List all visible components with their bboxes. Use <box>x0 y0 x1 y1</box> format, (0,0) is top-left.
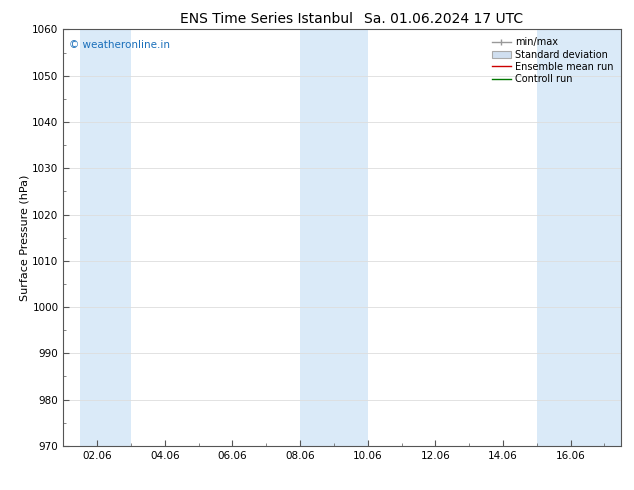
Text: Sa. 01.06.2024 17 UTC: Sa. 01.06.2024 17 UTC <box>365 12 523 26</box>
Text: ENS Time Series Istanbul: ENS Time Series Istanbul <box>180 12 353 26</box>
Text: © weatheronline.in: © weatheronline.in <box>69 40 170 50</box>
Y-axis label: Surface Pressure (hPa): Surface Pressure (hPa) <box>20 174 30 301</box>
Bar <box>300 29 368 446</box>
Bar <box>81 29 131 446</box>
Bar <box>537 29 621 446</box>
Legend: min/max, Standard deviation, Ensemble mean run, Controll run: min/max, Standard deviation, Ensemble me… <box>489 34 616 87</box>
